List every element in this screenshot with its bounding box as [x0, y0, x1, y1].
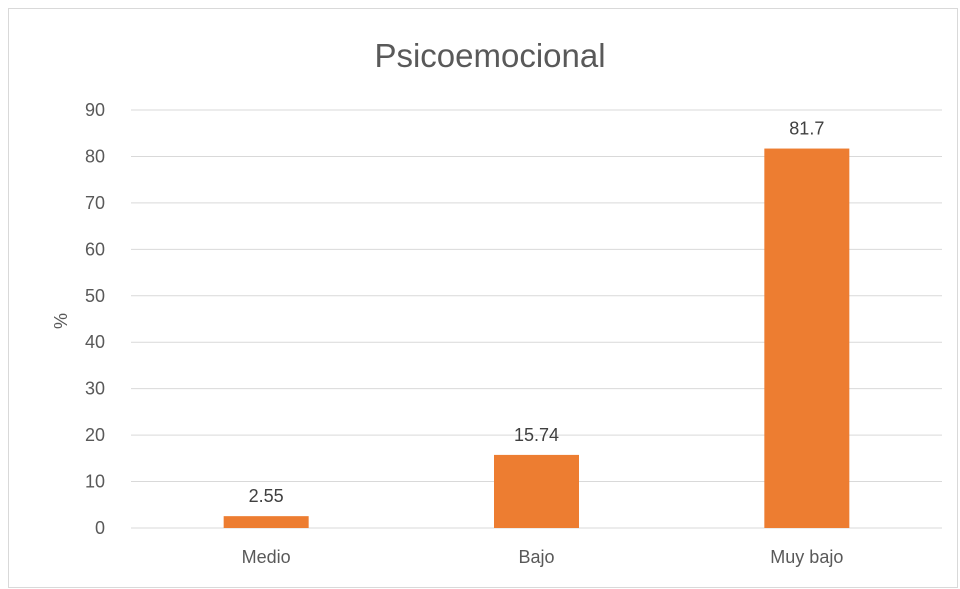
y-tick-label-40: 40: [85, 332, 105, 352]
data-labels: 2.55 15.74 81.7: [249, 119, 825, 507]
y-axis-title: %: [51, 313, 71, 329]
data-label-muy-bajo: 81.7: [789, 119, 824, 139]
bar-bajo: [494, 454, 579, 528]
y-tick-label-70: 70: [85, 193, 105, 213]
bar-muy-bajo: [764, 148, 850, 528]
bar-chart: Psicoemocional % 0 10 20 30 40 50 60 70 80 90 2.5…: [51, 37, 942, 567]
y-axis-ticks: 0 10 20 30 40 50 60 70 80 90: [85, 100, 105, 538]
y-tick-label-10: 10: [85, 472, 105, 492]
y-tick-label-90: 90: [85, 100, 105, 120]
y-tick-label-0: 0: [95, 518, 105, 538]
x-tick-label-muy-bajo: Muy bajo: [770, 547, 843, 567]
chart-title: Psicoemocional: [374, 37, 605, 74]
x-axis-ticks: Medio Bajo Muy bajo: [242, 547, 844, 567]
y-tick-label-80: 80: [85, 146, 105, 166]
data-label-medio: 2.55: [249, 486, 284, 506]
y-tick-label-30: 30: [85, 379, 105, 399]
y-tick-label-60: 60: [85, 239, 105, 259]
data-label-bajo: 15.74: [514, 425, 559, 445]
y-tick-label-50: 50: [85, 286, 105, 306]
bar-medio: [223, 516, 309, 528]
y-tick-label-20: 20: [85, 425, 105, 445]
bars: [223, 148, 850, 528]
x-tick-label-bajo: Bajo: [518, 547, 554, 567]
gridlines: [131, 109, 942, 529]
x-tick-label-medio: Medio: [242, 547, 291, 567]
chart-frame: Psicoemocional % 0 10 20 30 40 50 60 70 80 90 2.5…: [8, 8, 958, 588]
